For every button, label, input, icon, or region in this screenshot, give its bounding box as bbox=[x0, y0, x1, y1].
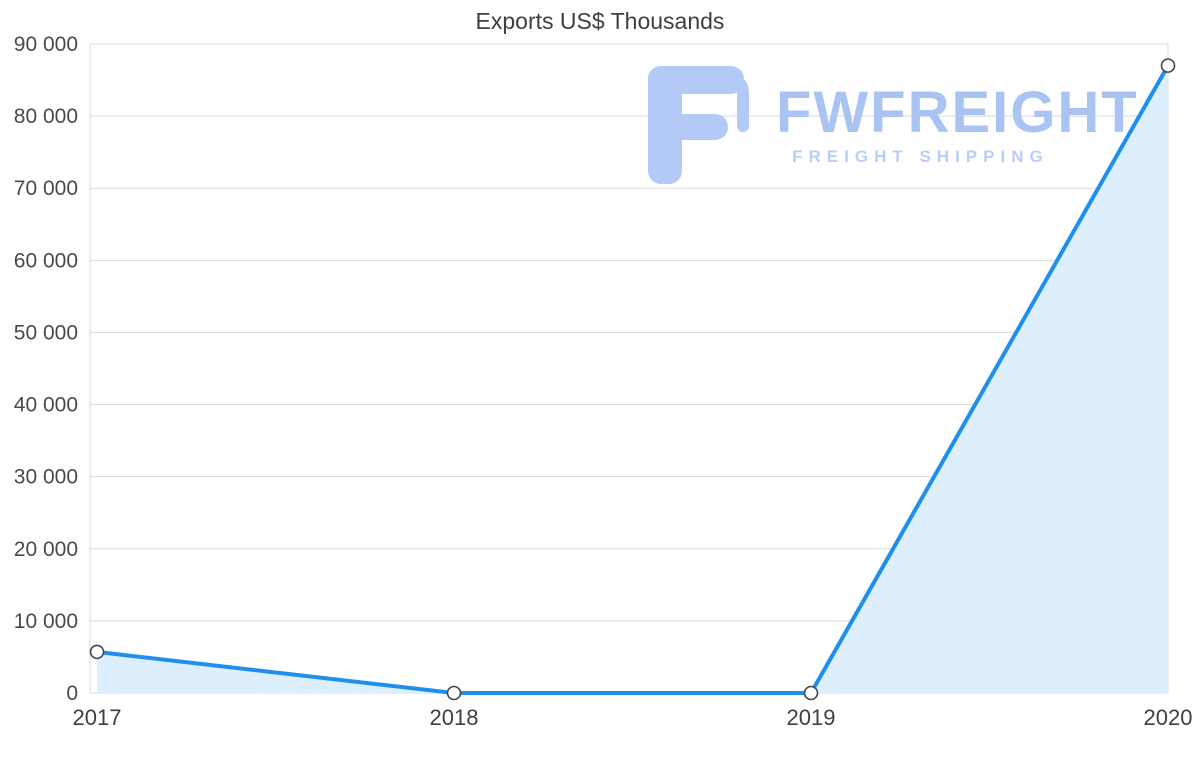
y-axis-tick-label: 10 000 bbox=[14, 610, 78, 633]
x-axis-tick-label: 2017 bbox=[73, 705, 122, 730]
y-axis-tick-label: 60 000 bbox=[14, 249, 78, 272]
y-axis-tick-label: 30 000 bbox=[14, 466, 78, 489]
data-point-marker bbox=[803, 685, 819, 701]
chart-title: Exports US$ Thousands bbox=[475, 8, 725, 34]
series-area bbox=[97, 65, 1168, 694]
series-line bbox=[95, 63, 1170, 695]
y-axis-tick-label: 20 000 bbox=[14, 538, 78, 561]
y-axis-tick-label: 40 000 bbox=[14, 394, 78, 417]
y-axis-tick-label: 80 000 bbox=[14, 105, 78, 128]
data-point-marker bbox=[1160, 58, 1176, 73]
y-axis-tick-label: 0 bbox=[66, 682, 78, 705]
data-point-marker bbox=[446, 685, 462, 701]
y-axis-tick-label: 70 000 bbox=[14, 177, 78, 200]
y-axis-tick-label: 50 000 bbox=[14, 321, 78, 344]
x-axis-tick-label: 2020 bbox=[1144, 705, 1193, 730]
data-point-marker bbox=[89, 644, 105, 660]
x-axis-tick-label: 2018 bbox=[430, 705, 479, 730]
x-axis-tick-label: 2019 bbox=[787, 705, 836, 730]
y-axis-tick-label: 90 000 bbox=[14, 33, 78, 56]
